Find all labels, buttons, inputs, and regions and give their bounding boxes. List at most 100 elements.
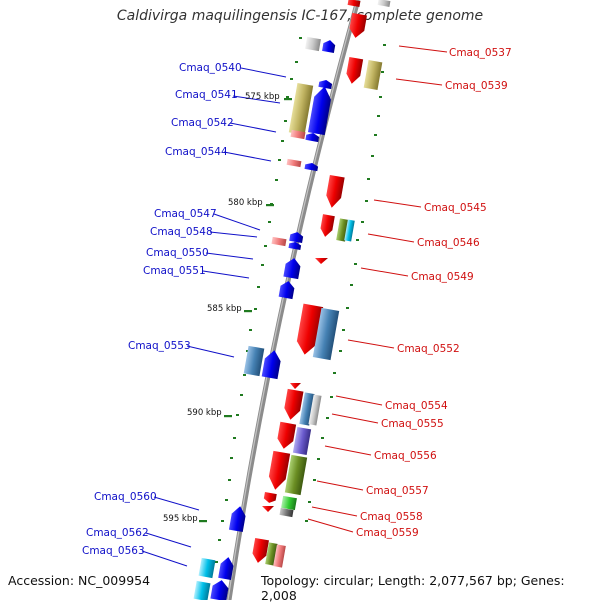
scale-tick-major	[199, 520, 207, 523]
gene-feature	[228, 506, 246, 533]
scale-tick	[299, 37, 302, 39]
scale-tick	[278, 159, 281, 161]
scale-tick	[249, 329, 252, 331]
label-leader-line	[331, 413, 379, 424]
genome-backbone-highlight	[227, 0, 358, 600]
scale-tick	[281, 140, 284, 142]
gene-label-cmaq-0548[interactable]: Cmaq_0548	[150, 226, 213, 238]
gene-label-cmaq-0540[interactable]: Cmaq_0540	[179, 62, 242, 74]
gene-label-cmaq-0553[interactable]: Cmaq_0553	[128, 340, 191, 352]
label-leader-line	[324, 445, 372, 456]
label-leader-line	[316, 480, 364, 491]
gene-label-cmaq-0560[interactable]: Cmaq_0560	[94, 491, 157, 503]
gene-label-cmaq-0550[interactable]: Cmaq_0550	[146, 247, 209, 259]
label-leader-line	[373, 199, 422, 208]
gene-feature	[299, 392, 315, 426]
label-leader-line	[229, 122, 277, 133]
gene-feature	[307, 86, 331, 136]
scale-tick	[221, 520, 224, 522]
gene-label-cmaq-0562[interactable]: Cmaq_0562	[86, 527, 149, 539]
scale-tick	[356, 239, 359, 241]
scale-tick	[365, 200, 368, 202]
gene-label-cmaq-0552[interactable]: Cmaq_0552	[397, 343, 460, 355]
scale-tick	[290, 78, 293, 80]
scale-tick-major	[244, 310, 252, 313]
scale-tick	[257, 286, 260, 288]
gene-feature	[312, 307, 340, 361]
gene-feature	[290, 129, 306, 140]
label-leader-line	[360, 267, 409, 277]
scale-tick	[374, 134, 377, 136]
scale-tick	[333, 372, 336, 374]
gene-label-cmaq-0563[interactable]: Cmaq_0563	[82, 545, 145, 557]
gene-feature	[252, 537, 269, 563]
scale-tick	[233, 437, 236, 439]
gene-feature	[326, 174, 345, 208]
genome-backbone	[226, 0, 361, 600]
gene-label-cmaq-0545[interactable]: Cmaq_0545	[424, 202, 487, 214]
scale-tick	[284, 120, 287, 122]
scale-tick	[240, 394, 243, 396]
scale-tick	[361, 221, 364, 223]
gene-label-cmaq-0544[interactable]: Cmaq_0544	[165, 146, 228, 158]
gene-features	[193, 0, 391, 600]
scale-tick	[225, 499, 228, 501]
accession-text: Accession: NC_009954	[8, 573, 151, 588]
gene-label-cmaq-0554[interactable]: Cmaq_0554	[385, 400, 448, 412]
scale-tick	[305, 520, 308, 522]
scale-tick	[330, 396, 333, 398]
scale-ticks	[199, 37, 386, 563]
scale-tick	[346, 307, 349, 309]
scale-tick	[381, 71, 384, 73]
scale-tick	[246, 350, 249, 352]
scale-tick	[264, 245, 267, 247]
gene-feature	[262, 506, 274, 512]
scale-tick	[228, 479, 231, 481]
label-leader-line	[307, 518, 354, 533]
label-leader-line	[145, 532, 192, 548]
scale-tick	[295, 61, 298, 63]
gene-label-cmaq-0539[interactable]: Cmaq_0539	[445, 80, 508, 92]
scale-tick	[321, 437, 324, 439]
gene-label-cmaq-0542[interactable]: Cmaq_0542	[171, 117, 234, 129]
gene-label-cmaq-0551[interactable]: Cmaq_0551	[143, 265, 206, 277]
scale-tick	[377, 115, 380, 117]
gene-feature	[263, 492, 277, 503]
gene-label-cmaq-0546[interactable]: Cmaq_0546	[417, 237, 480, 249]
gene-label-cmaq-0537[interactable]: Cmaq_0537	[449, 47, 512, 59]
gene-label-cmaq-0541[interactable]: Cmaq_0541	[175, 89, 238, 101]
gene-feature	[210, 580, 229, 600]
scale-tick	[286, 96, 289, 98]
gene-feature	[308, 394, 322, 426]
gene-label-cmaq-0547[interactable]: Cmaq_0547	[154, 208, 217, 220]
gene-label-cmaq-0555[interactable]: Cmaq_0555	[381, 418, 444, 430]
gene-label-cmaq-0557[interactable]: Cmaq_0557	[366, 485, 429, 497]
gene-label-cmaq-0556[interactable]: Cmaq_0556	[374, 450, 437, 462]
gene-feature	[322, 40, 336, 53]
scale-tick	[367, 178, 370, 180]
scale-tick	[218, 539, 221, 541]
gene-label-cmaq-0558[interactable]: Cmaq_0558	[360, 511, 423, 523]
label-leader-line	[395, 78, 443, 86]
gene-label-cmaq-0549[interactable]: Cmaq_0549	[411, 271, 474, 283]
gene-feature	[283, 258, 301, 280]
scale-tick	[275, 179, 278, 181]
label-leader-line	[205, 252, 254, 260]
gene-feature	[315, 258, 328, 264]
gene-feature	[318, 80, 333, 90]
gene-label-cmaq-0559[interactable]: Cmaq_0559	[356, 527, 419, 539]
scale-tick	[379, 96, 382, 98]
label-leader-line	[347, 339, 395, 349]
scale-tick	[342, 329, 345, 331]
scale-label: 585 kbp	[207, 304, 242, 314]
gene-feature	[279, 507, 294, 518]
scale-tick	[268, 221, 271, 223]
gene-feature	[344, 219, 355, 242]
gene-feature	[273, 544, 286, 568]
scale-tick	[230, 457, 233, 459]
scale-tick-major	[224, 415, 232, 418]
label-leader-line	[202, 270, 250, 279]
gene-feature	[278, 281, 295, 300]
gene-feature	[218, 557, 234, 580]
